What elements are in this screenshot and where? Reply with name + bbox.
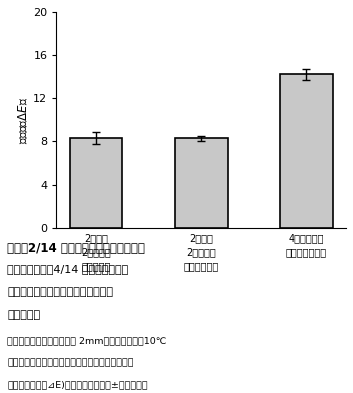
Text: ツの褐変度: ツの褐変度 xyxy=(7,310,40,320)
Text: たキャベツと　4/14 に収穫したキャ: たキャベツと 4/14 に収穫したキャ xyxy=(7,264,128,274)
Bar xyxy=(175,138,228,228)
Text: 図４　2/14 に収穫して２か月間貯蔵し: 図４ 2/14 に収穫して２か月間貯蔵し xyxy=(7,242,145,255)
Text: で３日間貯蔵後、エタノール抽出残渣の色を測定: で３日間貯蔵後、エタノール抽出残渣の色を測定 xyxy=(7,358,133,367)
Text: ベツを用いて調製したカットキャベ: ベツを用いて調製したカットキャベ xyxy=(7,287,113,297)
Bar xyxy=(280,75,333,228)
Y-axis label: 褐変度（$\Delta E$）: 褐変度（$\Delta E$） xyxy=(17,96,31,143)
Bar xyxy=(70,138,122,228)
Text: キャベツ品種「彩音」は約 2mm幅に切断して、10℃: キャベツ品種「彩音」は約 2mm幅に切断して、10℃ xyxy=(7,337,166,346)
Text: して、褐変度（⊿E)を求めた。平均値±標準偏差。: して、褐変度（⊿E)を求めた。平均値±標準偏差。 xyxy=(7,380,148,389)
